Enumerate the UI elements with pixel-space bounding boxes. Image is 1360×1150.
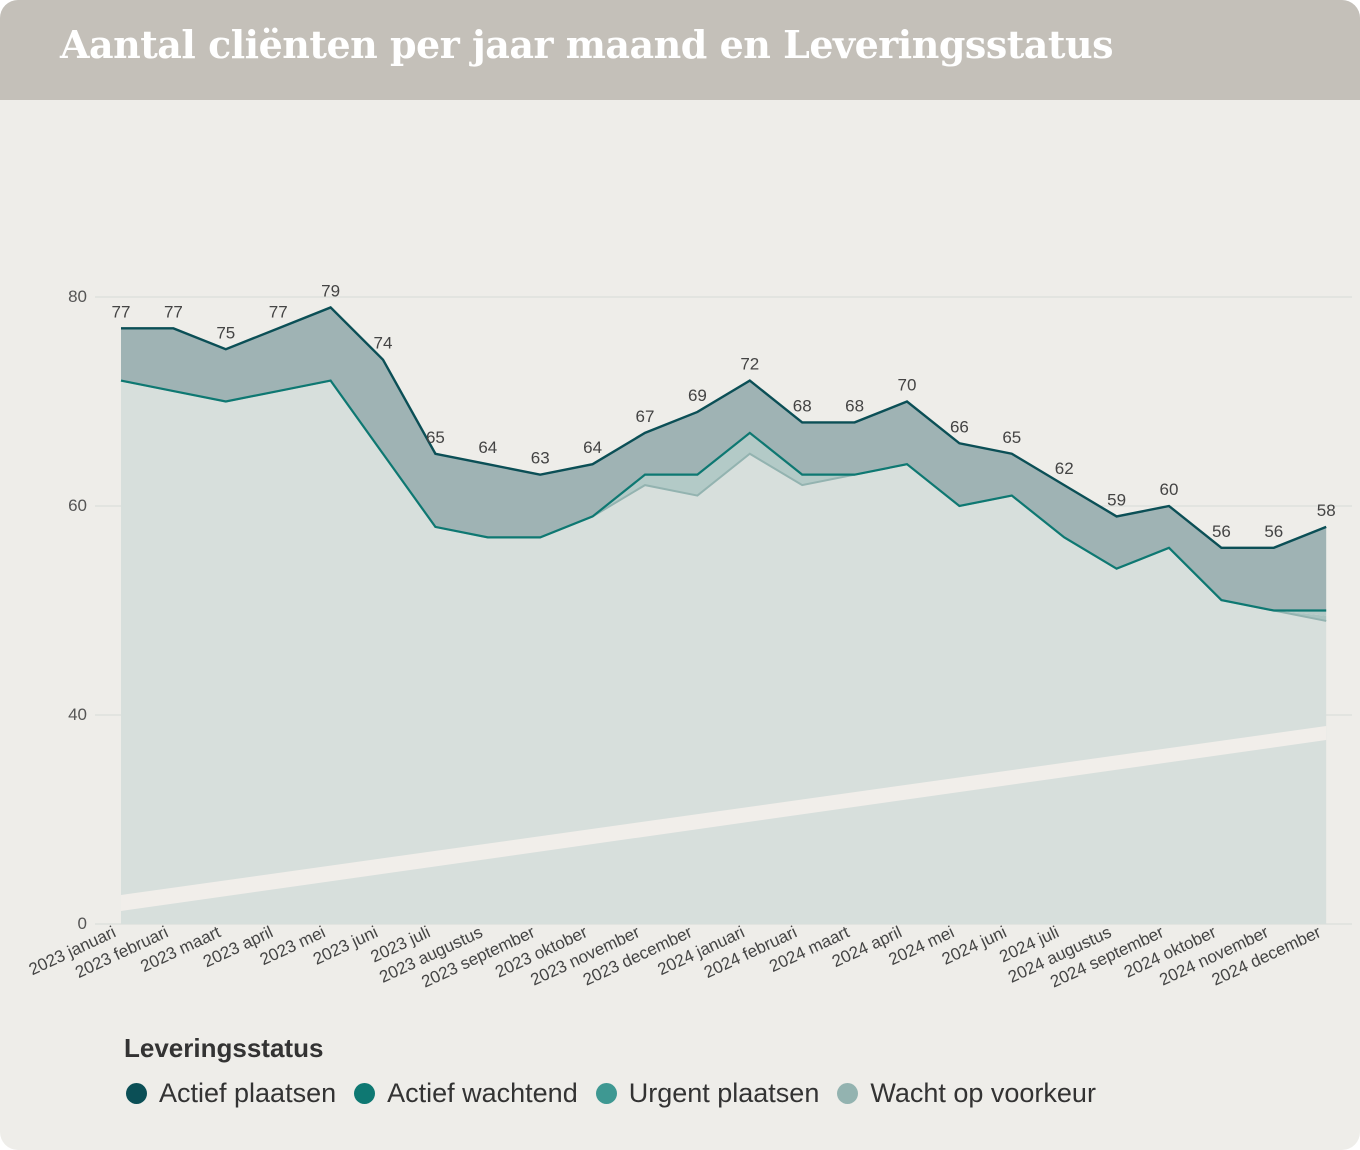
y-tick-label: 60 <box>68 496 87 515</box>
data-label: 66 <box>950 417 969 436</box>
data-label: 68 <box>793 396 812 415</box>
data-label: 65 <box>426 428 445 447</box>
legend-label: Actief plaatsen <box>159 1078 337 1108</box>
data-label: 72 <box>740 355 759 374</box>
data-label: 60 <box>1160 480 1179 499</box>
data-label: 63 <box>531 449 550 468</box>
data-label: 77 <box>112 302 131 321</box>
data-label: 64 <box>583 438 602 457</box>
chart-title: Aantal cliënten per jaar maand en Leveri… <box>60 22 1113 67</box>
area-actief-plaatsen <box>121 307 1327 611</box>
line-actief-plaatsen <box>121 306 1327 549</box>
data-label: 68 <box>845 396 864 415</box>
axis-break-band <box>121 726 1327 911</box>
data-label: 79 <box>321 281 340 300</box>
area-wacht-op-voorkeur <box>121 380 1327 925</box>
data-label: 58 <box>1317 501 1336 520</box>
data-label: 62 <box>1055 459 1074 478</box>
data-label: 77 <box>269 302 288 321</box>
legend-marker <box>126 1083 147 1104</box>
legend-item-wacht-op-voorkeur[interactable]: Wacht op voorkeur <box>837 1078 1096 1109</box>
legend-label: Wacht op voorkeur <box>870 1078 1096 1108</box>
data-label: 59 <box>1107 490 1126 509</box>
data-label: 74 <box>374 334 393 353</box>
y-tick-label: 0 <box>78 914 87 933</box>
legend-marker <box>595 1083 617 1104</box>
data-label: 56 <box>1264 522 1283 541</box>
data-label: 67 <box>636 407 655 426</box>
title-bar: Aantal cliënten per jaar maand en Leveri… <box>0 0 1360 100</box>
legend-label: Urgent plaatsen <box>628 1078 820 1108</box>
y-tick-label: 80 <box>68 287 87 306</box>
data-label: 75 <box>216 323 235 342</box>
y-tick-label: 40 <box>68 705 87 724</box>
legend-item-actief-plaatsen[interactable]: Actief plaatsen <box>126 1078 336 1109</box>
data-label: 69 <box>688 386 707 405</box>
data-label: 64 <box>478 438 497 457</box>
data-label: 56 <box>1212 522 1231 541</box>
legend: Actief plaatsen Actief wachtend Urgent p… <box>126 1078 1114 1109</box>
area-chart: 0 40 60 80 77 77 75 77 79 74 65 64 63 64 67 69 72 68 68 70 6… <box>26 281 1352 992</box>
legend-label: Actief wachtend <box>387 1078 578 1108</box>
line-actief-wachtend <box>120 379 1327 612</box>
legend-marker <box>837 1083 859 1104</box>
legend-marker <box>354 1083 376 1104</box>
legend-item-actief-wachtend[interactable]: Actief wachtend <box>354 1078 578 1109</box>
data-label: 70 <box>898 376 917 395</box>
data-label: 77 <box>164 302 183 321</box>
legend-title: Leveringsstatus <box>124 1033 324 1063</box>
legend-item-urgent-plaatsen[interactable]: Urgent plaatsen <box>595 1078 820 1109</box>
data-label: 65 <box>1002 428 1021 447</box>
